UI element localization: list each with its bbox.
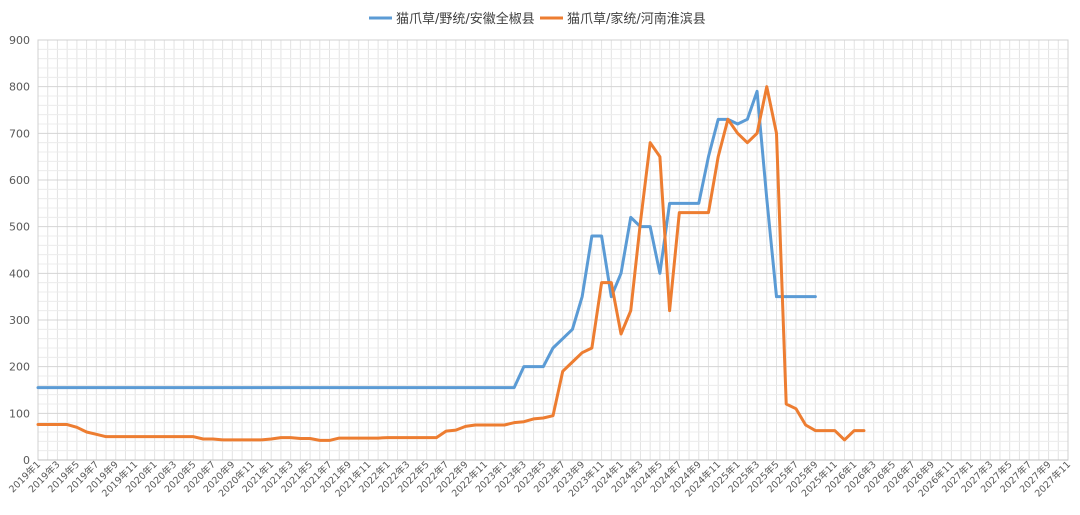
gridlines (37, 39, 1069, 461)
y-tick-label: 800 (9, 81, 30, 94)
x-axis: 2019年12019年32019年52019年72019年92019年11202… (7, 459, 1074, 500)
y-tick-label: 0 (23, 454, 30, 467)
legend-label-series-2: 猫爪草/家统/河南淮滨县 (567, 11, 706, 27)
y-tick-label: 600 (9, 174, 30, 187)
y-tick-label: 300 (9, 314, 30, 327)
series-line-2 (36, 85, 866, 442)
y-tick-label: 700 (9, 127, 30, 140)
y-tick-label: 500 (9, 221, 30, 234)
y-tick-label: 200 (9, 361, 30, 374)
y-tick-label: 100 (9, 407, 30, 420)
y-axis: 0 100 200 300 400 500 600 700 800 900 (9, 34, 30, 467)
legend: 猫爪草/野统/安徽全椒县 猫爪草/家统/河南淮滨县 (369, 11, 706, 27)
legend-label-series-1: 猫爪草/野统/安徽全椒县 (396, 11, 535, 27)
y-tick-label: 400 (9, 267, 30, 280)
y-tick-label: 900 (9, 34, 30, 47)
series-lines (36, 85, 866, 442)
series-line-1 (36, 89, 817, 390)
